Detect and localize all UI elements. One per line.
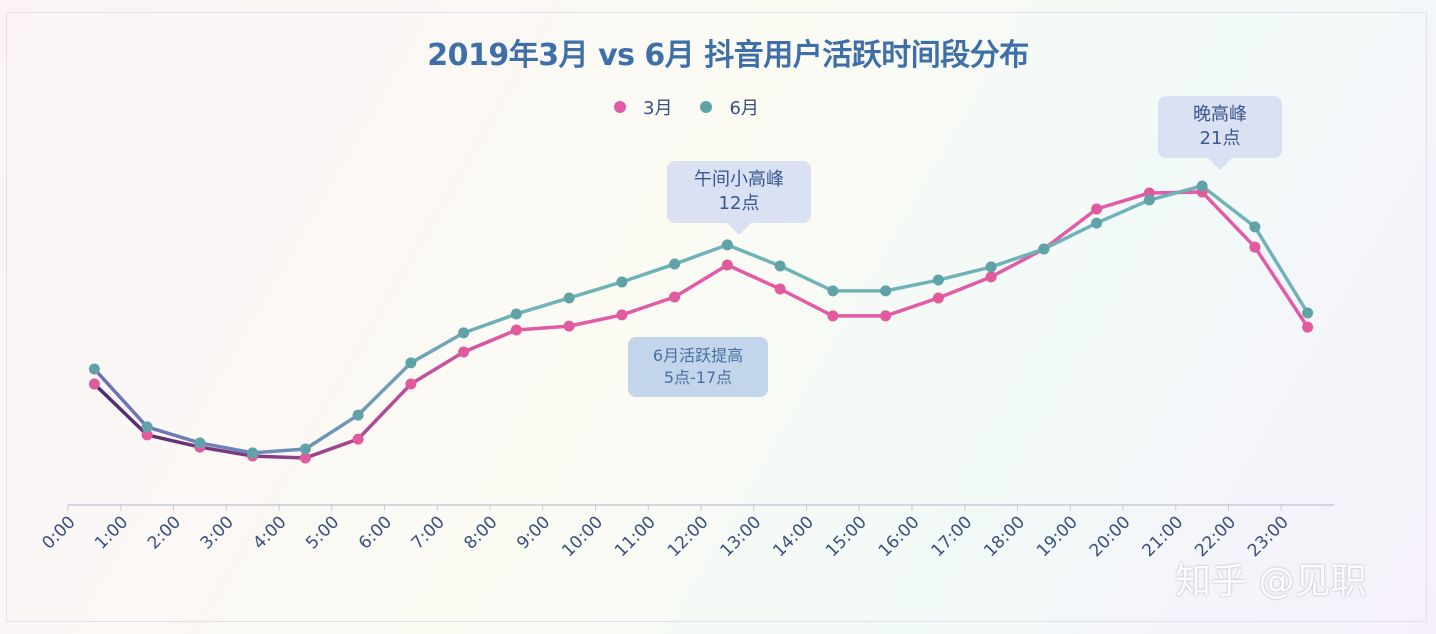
data-point-1[interactable] xyxy=(880,285,892,297)
data-point-1[interactable] xyxy=(1038,243,1050,255)
data-point-0[interactable] xyxy=(352,433,364,445)
legend-label-march: 3月 xyxy=(643,98,673,119)
annotation-june-line1: 6月活跃提高 xyxy=(652,346,744,365)
legend-marker-march xyxy=(600,101,640,113)
data-point-1[interactable] xyxy=(669,258,681,270)
x-tick-label: 4:00 xyxy=(249,512,290,553)
annotation-noon-line1: 午间小高峰 xyxy=(694,169,784,190)
x-tick-label: 3:00 xyxy=(197,512,238,553)
chart-frame xyxy=(6,12,1427,622)
data-point-0[interactable] xyxy=(827,310,839,322)
data-point-1[interactable] xyxy=(721,239,733,251)
x-tick-label: 5:00 xyxy=(302,512,343,553)
data-point-1[interactable] xyxy=(352,409,364,421)
x-tick-label: 1:00 xyxy=(91,512,132,553)
x-tick-label: 19:00 xyxy=(1033,512,1082,561)
x-tick-label: 8:00 xyxy=(460,512,501,553)
chart-title: 2019年3月 vs 6月 抖音用户活跃时间段分布 xyxy=(427,38,1029,73)
data-point-1[interactable] xyxy=(616,276,628,288)
x-tick-label: 15:00 xyxy=(822,512,871,561)
series-line-1 xyxy=(93,184,1310,455)
x-tick-label: 9:00 xyxy=(513,512,554,553)
x-tick-label: 16:00 xyxy=(875,512,924,561)
data-point-0[interactable] xyxy=(299,452,311,464)
legend-marker-june xyxy=(686,101,727,113)
data-point-1[interactable] xyxy=(194,437,206,449)
data-point-0[interactable] xyxy=(616,309,628,321)
data-point-0[interactable] xyxy=(141,429,153,441)
data-point-0[interactable] xyxy=(1302,321,1314,333)
data-point-1[interactable] xyxy=(405,357,417,369)
watermark: 知乎 @见职 xyxy=(1175,561,1367,602)
data-point-1[interactable] xyxy=(247,447,259,459)
data-point-1[interactable] xyxy=(1302,307,1314,319)
data-point-1[interactable] xyxy=(563,292,575,304)
data-point-1[interactable] xyxy=(88,363,100,375)
data-point-1[interactable] xyxy=(1091,217,1103,229)
data-point-0[interactable] xyxy=(1091,203,1103,215)
data-point-0[interactable] xyxy=(563,320,575,332)
data-point-0[interactable] xyxy=(669,291,681,303)
x-tick-label: 0:00 xyxy=(38,512,79,553)
x-tick-label: 18:00 xyxy=(980,512,1029,561)
data-point-1[interactable] xyxy=(985,261,997,273)
x-tick-label: 10:00 xyxy=(558,512,607,561)
data-point-1[interactable] xyxy=(141,421,153,433)
x-tick-label: 17:00 xyxy=(927,512,976,561)
data-point-0[interactable] xyxy=(1249,241,1261,253)
data-point-1[interactable] xyxy=(1249,221,1261,233)
x-tick-label: 6:00 xyxy=(355,512,396,553)
data-point-1[interactable] xyxy=(299,443,311,455)
data-point-0[interactable] xyxy=(985,271,997,283)
x-tick-label: 2:00 xyxy=(144,512,185,553)
x-tick-label: 13:00 xyxy=(716,512,765,561)
x-tick-label: 20:00 xyxy=(1086,512,1135,561)
data-point-0[interactable] xyxy=(721,259,733,271)
x-tick-label: 14:00 xyxy=(769,512,818,561)
data-point-1[interactable] xyxy=(458,327,470,339)
data-point-0[interactable] xyxy=(88,378,100,390)
annotation-june-line2: 5点-17点 xyxy=(663,368,733,387)
data-point-1[interactable] xyxy=(510,308,522,320)
legend-item-june[interactable]: 6月 xyxy=(686,94,759,120)
annotation-june-increase: 6月活跃提高 5点-17点 xyxy=(628,337,768,397)
data-point-1[interactable] xyxy=(1143,194,1155,206)
legend: 3月 6月 xyxy=(600,94,759,120)
legend-item-march[interactable]: 3月 xyxy=(600,94,672,120)
annotation-evening-line2: 21点 xyxy=(1199,128,1241,149)
data-point-1[interactable] xyxy=(932,274,944,286)
data-point-0[interactable] xyxy=(932,292,944,304)
x-tick-label: 12:00 xyxy=(664,512,713,561)
data-point-1[interactable] xyxy=(827,285,839,297)
data-point-0[interactable] xyxy=(774,283,786,295)
series-line-0 xyxy=(93,190,1310,460)
data-point-0[interactable] xyxy=(510,324,522,336)
x-tick-label: 11:00 xyxy=(611,512,660,561)
x-tick-label: 7:00 xyxy=(408,512,449,553)
annotation-evening-peak: 晚高峰 21点 xyxy=(1158,96,1282,170)
annotation-noon-peak: 午间小高峰 12点 xyxy=(667,161,811,235)
annotation-noon-line2: 12点 xyxy=(718,193,760,214)
legend-label-june: 6月 xyxy=(729,98,759,119)
annotation-evening-line1: 晚高峰 xyxy=(1193,104,1247,125)
data-point-0[interactable] xyxy=(405,378,417,390)
data-point-1[interactable] xyxy=(774,260,786,272)
data-point-0[interactable] xyxy=(880,310,892,322)
data-point-1[interactable] xyxy=(1196,180,1208,192)
data-point-0[interactable] xyxy=(458,346,470,358)
